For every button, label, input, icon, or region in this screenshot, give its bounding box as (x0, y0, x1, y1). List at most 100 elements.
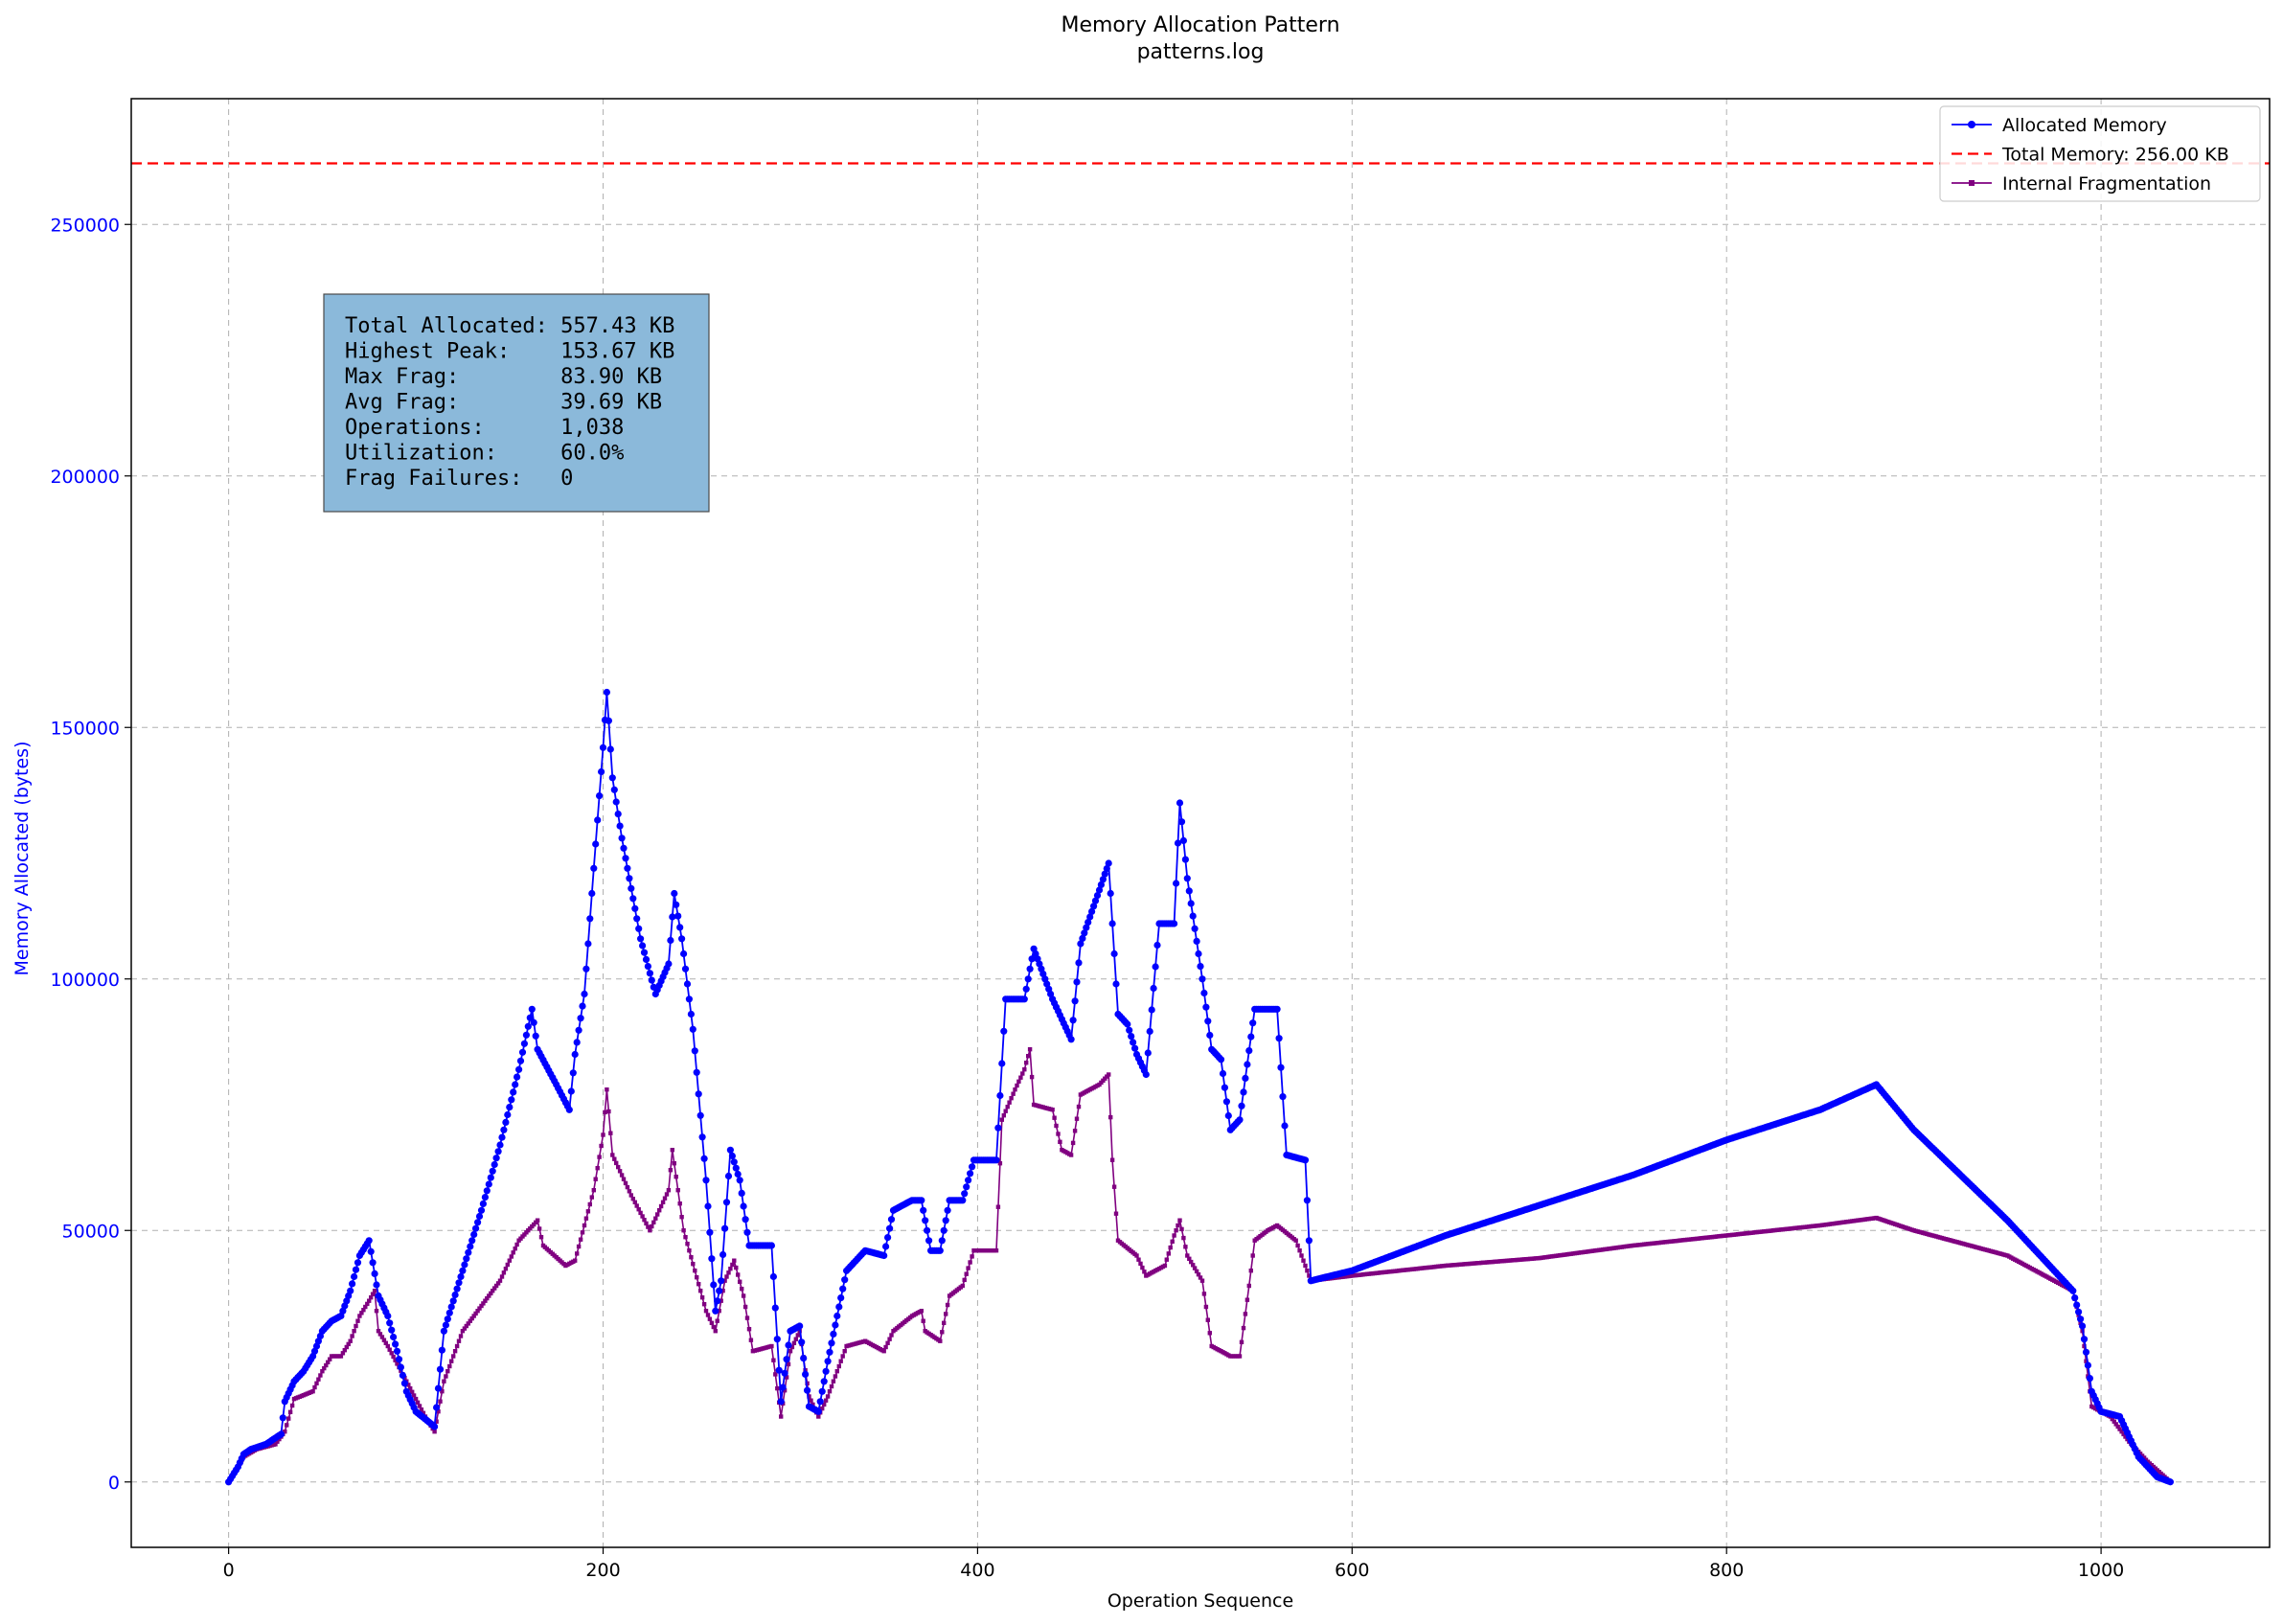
series-line (227, 1048, 2171, 1483)
data-point (1198, 1275, 1203, 1280)
data-point (885, 1340, 890, 1345)
data-point (354, 1323, 358, 1329)
data-point (795, 1333, 800, 1338)
data-point (328, 1357, 332, 1361)
data-point (2110, 1416, 2114, 1422)
data-point (479, 1200, 487, 1207)
data-point (431, 1423, 439, 1430)
data-point (359, 1311, 364, 1315)
data-point (447, 1363, 452, 1369)
data-point (994, 1124, 1002, 1132)
data-point (965, 1177, 972, 1184)
data-point (693, 1068, 700, 1076)
data-point (485, 1295, 490, 1301)
data-point (445, 1309, 453, 1316)
data-point (814, 1407, 822, 1415)
data-point (646, 1224, 651, 1229)
data-point (1171, 920, 1178, 927)
data-point (376, 1329, 381, 1334)
data-point (1241, 1325, 1246, 1331)
data-point (681, 1228, 686, 1233)
data-point (514, 1242, 519, 1247)
data-point (782, 1388, 788, 1393)
y-axis-ticks: 0 50000 100000 150000 200000 250000 (50, 215, 131, 1494)
data-point (886, 1224, 894, 1232)
data-point (881, 1349, 886, 1354)
data-point (1103, 865, 1110, 873)
data-point (314, 1381, 319, 1385)
data-point (691, 1262, 696, 1267)
data-point (680, 949, 688, 958)
data-point (370, 1292, 376, 1296)
data-point (962, 1277, 967, 1283)
data-point (701, 1302, 707, 1307)
data-point (419, 1407, 424, 1412)
data-point (1189, 912, 1197, 920)
data-point (285, 1423, 289, 1428)
data-point (675, 1188, 680, 1193)
data-point (444, 1374, 448, 1379)
data-point (605, 1087, 609, 1092)
data-point (1001, 1113, 1006, 1118)
data-point (393, 1358, 398, 1362)
data-point (1107, 1072, 1111, 1077)
data-point (1303, 1197, 1311, 1204)
stats-line: Max Frag: 83.90 KB (345, 365, 662, 389)
data-point (342, 1348, 347, 1353)
data-point (492, 1286, 497, 1291)
data-point (384, 1312, 392, 1320)
data-point (433, 1404, 441, 1411)
data-point (1007, 1100, 1012, 1105)
data-point (1077, 940, 1084, 948)
data-point (825, 1394, 831, 1399)
data-point (461, 1261, 468, 1269)
data-point (833, 1374, 838, 1379)
data-point (585, 1209, 591, 1214)
data-point (719, 1298, 723, 1303)
data-point (318, 1373, 323, 1378)
data-point (338, 1354, 344, 1359)
data-point (938, 1237, 946, 1245)
data-point (708, 1255, 716, 1263)
data-point (489, 1167, 496, 1175)
stats-line: Utilization: 60.0% (345, 442, 624, 466)
data-point (582, 965, 590, 972)
data-point (1099, 876, 1107, 883)
data-point (1173, 880, 1180, 887)
data-point (791, 1340, 797, 1345)
data-point (918, 1197, 925, 1204)
data-point (340, 1351, 346, 1356)
data-point (1013, 1087, 1017, 1092)
data-point (1224, 1111, 1232, 1120)
data-point (644, 963, 652, 971)
data-point (1299, 1253, 1304, 1258)
data-point (610, 1153, 615, 1157)
data-point (603, 1109, 607, 1115)
series-internal-fragmentation (226, 1047, 2173, 1484)
y-tick-label: 250000 (50, 215, 120, 236)
data-point (633, 915, 641, 923)
data-point (880, 1251, 888, 1260)
data-point (466, 1321, 470, 1326)
data-point (595, 1166, 600, 1171)
data-point (538, 1235, 544, 1240)
data-point (699, 1295, 705, 1300)
data-point (889, 1333, 894, 1338)
data-point (1236, 1116, 1244, 1124)
data-point (2166, 1478, 2175, 1486)
data-point (1185, 1253, 1190, 1258)
data-point (993, 1248, 999, 1253)
data-point (2086, 1375, 2093, 1383)
data-point (1083, 924, 1090, 931)
data-point (644, 1221, 649, 1226)
data-point (475, 1309, 480, 1314)
data-point (372, 1289, 377, 1293)
data-point (679, 1215, 684, 1220)
data-point (789, 1344, 795, 1350)
data-point (822, 1367, 830, 1375)
data-point (671, 889, 678, 898)
data-point (722, 1278, 727, 1283)
data-point (1189, 1259, 1194, 1265)
y-tick-label: 100000 (50, 970, 120, 991)
stats-line: Highest Peak: 153.67 KB (345, 340, 674, 364)
